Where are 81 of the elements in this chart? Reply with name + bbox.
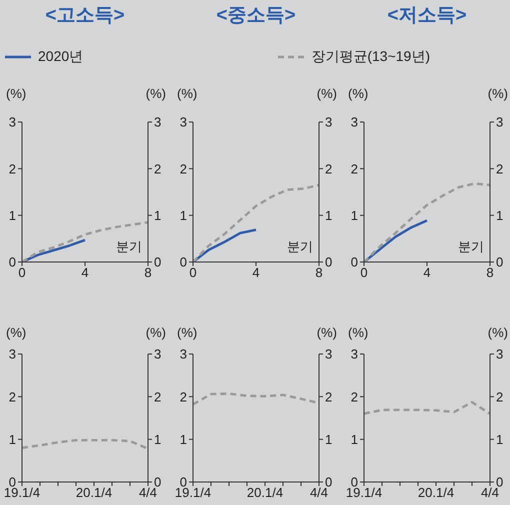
y-tick-label: 2 [8, 389, 16, 404]
x-tick-label: 19.1/4 [4, 485, 40, 500]
y-tick-label: 3 [180, 114, 187, 130]
y-tick-label: 2 [180, 161, 187, 176]
y2-tick-label: 1 [496, 432, 504, 447]
x-tick-label: 8 [486, 265, 494, 280]
y-axis-title: (%) [348, 325, 368, 340]
y2-axis-title: (%) [316, 86, 337, 101]
y2-tick-label: 0 [325, 254, 332, 270]
y2-axis-title: (%) [488, 86, 508, 101]
x-tick-label: 20.1/4 [418, 485, 454, 500]
x-axis-title: 분기 [287, 238, 313, 256]
y2-axis-title: (%) [488, 325, 508, 340]
y-tick-label: 0 [8, 254, 16, 270]
y-tick-label: 1 [8, 208, 16, 223]
y2-tick-label: 2 [154, 389, 162, 404]
y-axis-title: (%) [6, 86, 26, 101]
y2-tick-label: 3 [154, 114, 162, 130]
y2-tick-label: 3 [325, 114, 332, 130]
y-tick-label: 3 [350, 346, 358, 362]
chart-title: <중소득> [215, 4, 297, 28]
y-axis-title: (%) [6, 325, 26, 340]
y2-tick-label: 0 [154, 254, 162, 270]
y2-tick-label: 3 [496, 114, 504, 130]
y2-tick-label: 2 [496, 389, 504, 404]
y-tick-label: 1 [180, 432, 187, 447]
y-tick-label: 2 [350, 161, 358, 176]
y-axis-title: (%) [177, 325, 198, 340]
y-tick-label: 2 [180, 389, 187, 404]
y2-tick-label: 1 [496, 208, 504, 223]
y-tick-label: 1 [350, 208, 358, 223]
x-axis-title: 분기 [116, 238, 142, 256]
y2-tick-label: 0 [496, 254, 504, 270]
legend-label: 장기평균(13~19년) [310, 48, 430, 66]
y-tick-label: 1 [8, 432, 16, 447]
y-tick-label: 3 [350, 114, 358, 130]
y-tick-label: 1 [180, 208, 187, 223]
y-tick-label: 3 [8, 114, 16, 130]
x-tick-label: 4 [81, 265, 89, 280]
y2-tick-label: 3 [496, 346, 504, 362]
y2-tick-label: 1 [325, 208, 332, 223]
y2-axis-title: (%) [146, 325, 166, 340]
y2-tick-label: 1 [154, 432, 162, 447]
y-tick-label: 3 [180, 346, 187, 362]
x-tick-label: 0 [18, 265, 26, 280]
chart-title: <저소득> [386, 4, 468, 28]
x-tick-label: 19.1/4 [346, 485, 382, 500]
y2-tick-label: 2 [154, 161, 162, 176]
legend-label: 2020년 [37, 48, 84, 66]
y2-tick-label: 3 [325, 346, 332, 362]
y-tick-label: 0 [180, 254, 187, 270]
y2-axis-title: (%) [146, 86, 166, 101]
y-tick-label: 0 [350, 254, 358, 270]
x-tick-label: 20.1/4 [246, 485, 284, 500]
y2-tick-label: 2 [325, 161, 332, 176]
y-axis-title: (%) [348, 86, 368, 101]
x-tick-label: 0 [360, 265, 368, 280]
x-tick-label: 19.1/4 [174, 485, 212, 500]
y-tick-label: 2 [8, 161, 16, 176]
y-tick-label: 2 [350, 389, 358, 404]
x-tick-label: 8 [315, 265, 323, 280]
y-axis-title: (%) [177, 86, 198, 101]
x-tick-label: 8 [144, 265, 152, 280]
y2-tick-label: 2 [496, 161, 504, 176]
line-series [193, 228, 258, 262]
x-axis-title: 분기 [458, 238, 484, 256]
y2-tick-label: 2 [325, 389, 332, 404]
x-tick-label: 4 [423, 265, 431, 280]
x-tick-label: 4 [252, 265, 260, 280]
y-tick-label: 3 [8, 346, 16, 362]
y2-tick-label: 1 [154, 208, 162, 223]
x-tick-label: 20.1/4 [76, 485, 112, 500]
y-tick-label: 1 [350, 432, 358, 447]
line-series [362, 401, 492, 415]
y2-tick-label: 1 [325, 432, 332, 447]
y2-tick-label: 3 [154, 346, 162, 362]
y2-axis-title: (%) [316, 325, 337, 340]
chart-title: <고소득> [44, 4, 126, 28]
line-series [364, 219, 428, 262]
line-series [20, 438, 150, 450]
x-tick-label: 0 [189, 265, 197, 280]
